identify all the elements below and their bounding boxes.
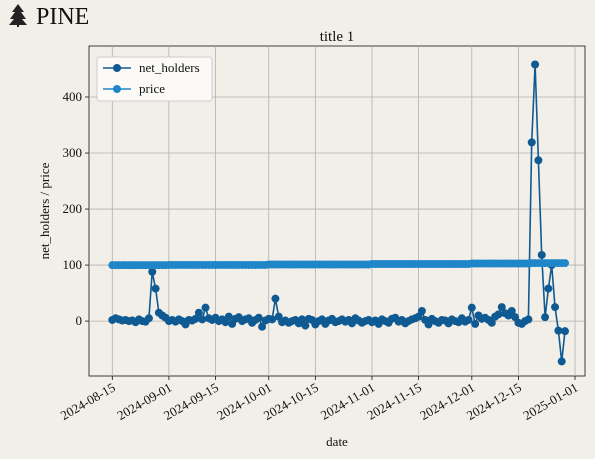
y-tick-label: 300 bbox=[63, 145, 83, 160]
point bbox=[268, 315, 277, 324]
point bbox=[561, 327, 570, 336]
point bbox=[191, 314, 200, 323]
legend-marker bbox=[113, 64, 121, 72]
point bbox=[254, 313, 263, 322]
point bbox=[531, 60, 540, 69]
point bbox=[507, 307, 516, 316]
y-tick-label: 0 bbox=[76, 313, 83, 328]
y-tick-label: 200 bbox=[63, 201, 83, 216]
y-tick-label: 400 bbox=[63, 89, 83, 104]
point bbox=[467, 303, 476, 312]
point bbox=[301, 321, 310, 330]
point bbox=[417, 307, 426, 316]
y-tick-label: 100 bbox=[63, 257, 83, 272]
point bbox=[471, 319, 480, 328]
x-tick-label: 2024-08-15 bbox=[58, 380, 118, 423]
point bbox=[524, 315, 533, 324]
point bbox=[271, 294, 280, 303]
data bbox=[108, 60, 570, 366]
logo bbox=[9, 4, 27, 27]
point bbox=[487, 318, 496, 327]
legend-label: net_holders bbox=[139, 60, 200, 75]
point bbox=[151, 284, 160, 293]
point bbox=[224, 312, 233, 321]
point bbox=[144, 314, 153, 323]
logo-icon bbox=[9, 4, 27, 25]
point bbox=[527, 138, 536, 147]
point bbox=[544, 284, 553, 293]
legend-label: price bbox=[139, 81, 165, 96]
legend-marker bbox=[113, 85, 121, 93]
y-axis-label: net_holders / price bbox=[37, 162, 52, 259]
logo-trunk bbox=[17, 24, 19, 27]
point bbox=[557, 357, 566, 366]
point bbox=[194, 308, 203, 317]
point bbox=[464, 315, 473, 324]
x-axis-label: date bbox=[326, 434, 348, 449]
point bbox=[561, 259, 570, 268]
point bbox=[258, 322, 267, 331]
point bbox=[298, 315, 307, 324]
point bbox=[497, 303, 506, 312]
point bbox=[198, 315, 207, 324]
logo-text: PINE bbox=[36, 4, 89, 30]
point bbox=[534, 156, 543, 165]
point bbox=[494, 310, 503, 319]
point bbox=[537, 250, 546, 259]
chart-title: title 1 bbox=[320, 29, 355, 45]
x-tick-label: 2025-01-01 bbox=[520, 380, 580, 423]
point bbox=[148, 267, 157, 276]
point bbox=[541, 313, 550, 322]
point bbox=[554, 326, 563, 335]
point bbox=[201, 303, 210, 312]
point bbox=[551, 303, 560, 312]
